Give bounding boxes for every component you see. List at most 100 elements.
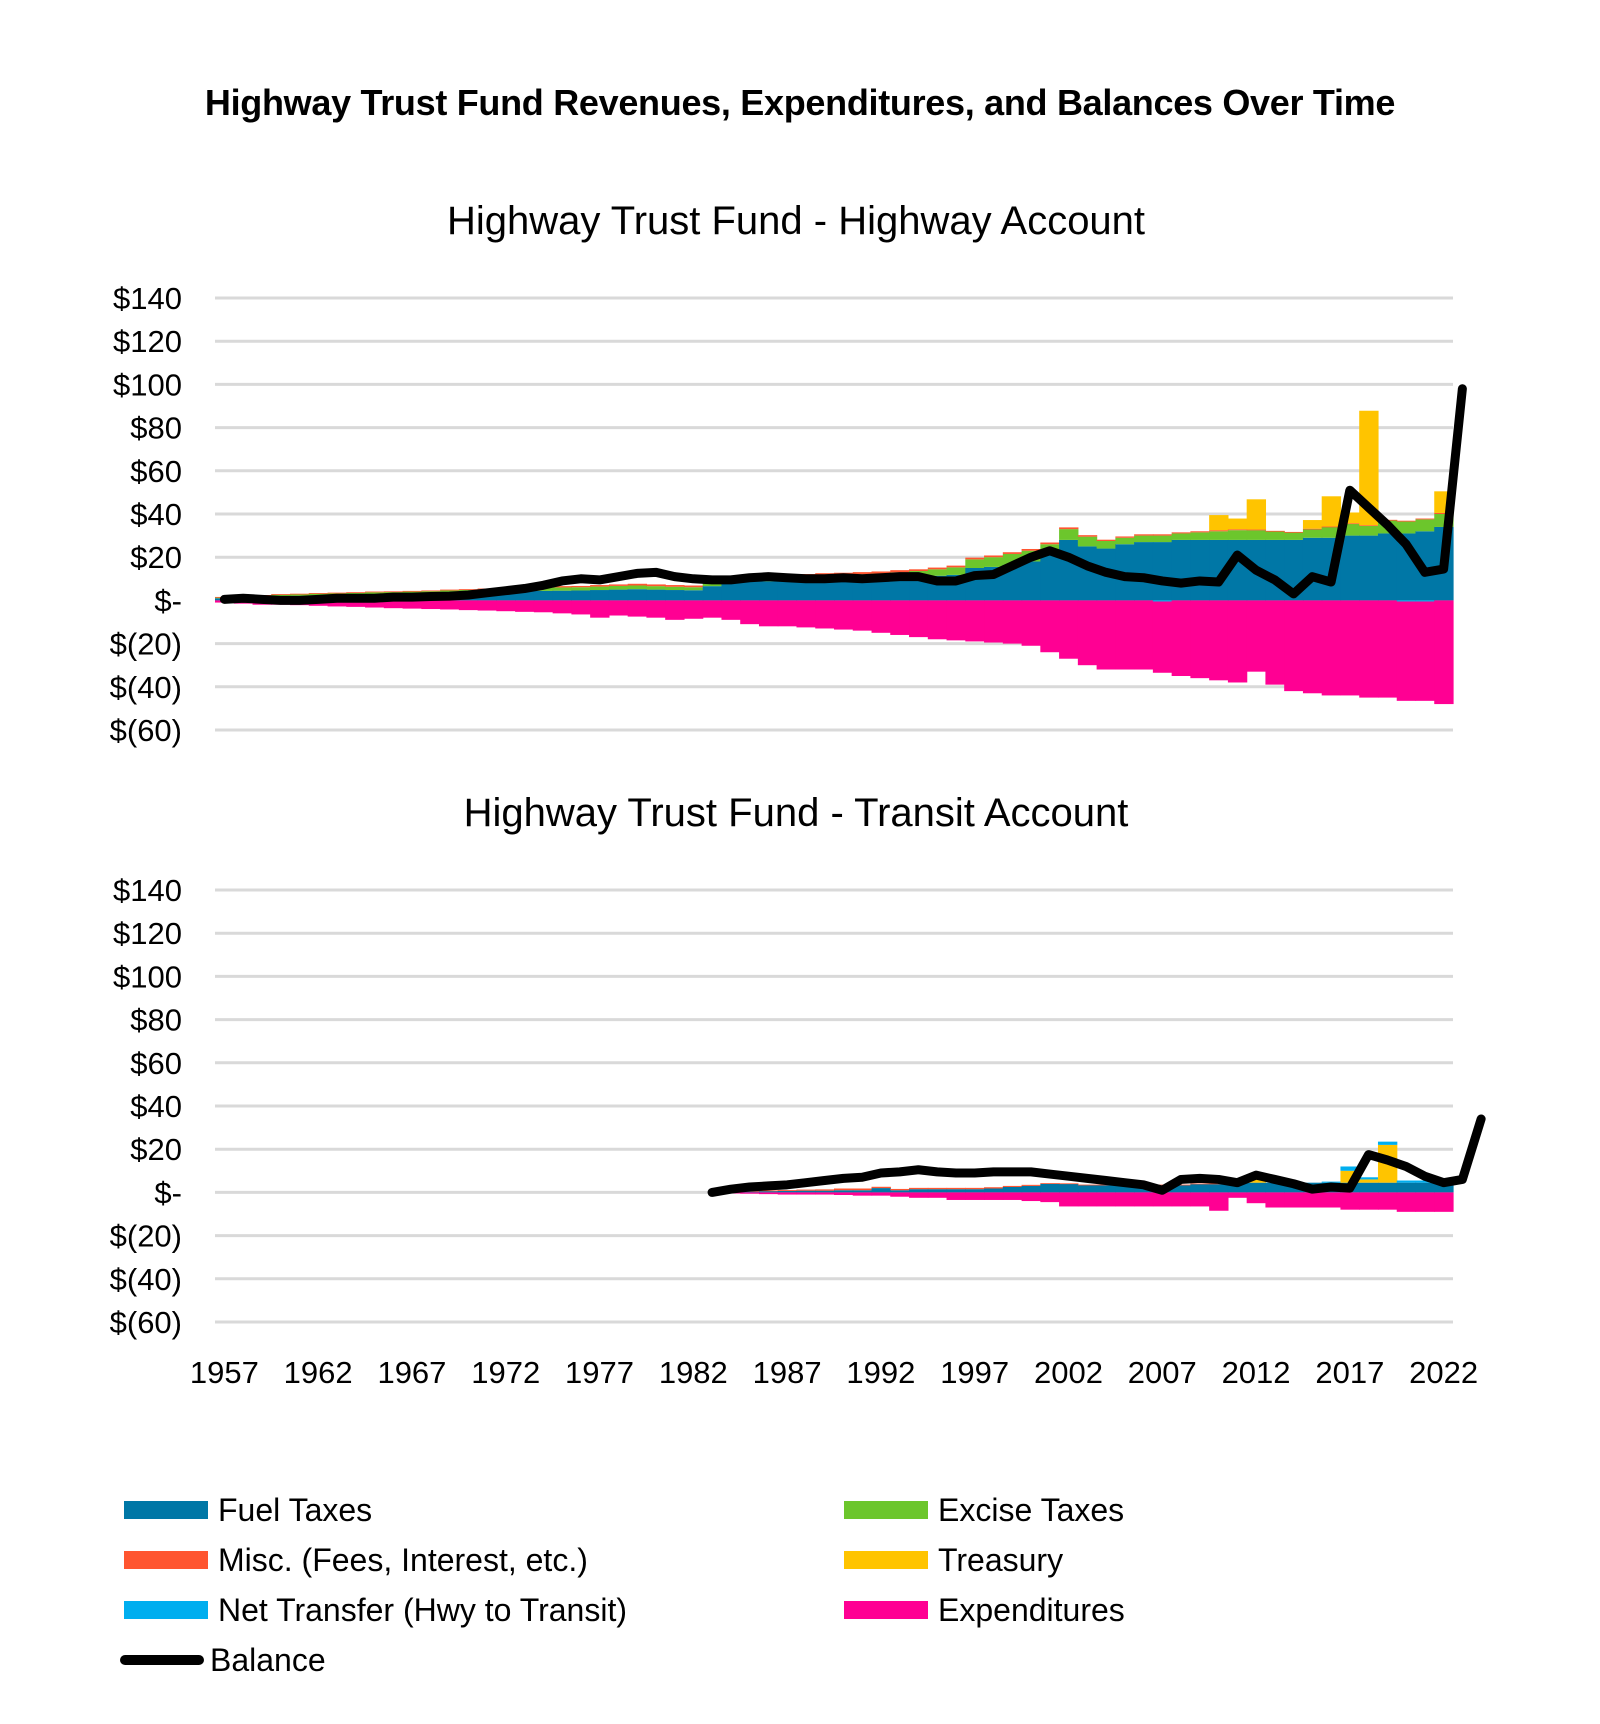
transit-bar-expenditures	[1284, 1192, 1304, 1208]
highway-bar-misc	[1246, 529, 1267, 531]
highway-bar-excise	[365, 592, 385, 595]
highway-bar-expenditures	[965, 600, 985, 642]
highway-bar-misc	[1265, 530, 1285, 532]
highway-bar-expenditures	[477, 600, 497, 611]
highway-bar-expenditures	[852, 600, 873, 631]
highway-bar-expenditures	[702, 600, 723, 618]
transit-chart-title: Highway Trust Fund - Transit Account	[464, 791, 1129, 835]
transit-bar-misc	[984, 1187, 1004, 1189]
highway-bar-misc	[383, 591, 404, 593]
transit-bar-fuel	[909, 1189, 929, 1193]
highway-bar-misc	[1359, 525, 1379, 527]
legend-item-transfer: Net Transfer (Hwy to Transit)	[124, 1590, 627, 1630]
highway-bar-excise	[1209, 531, 1229, 540]
highway-bar-excise	[290, 594, 310, 596]
transit-bar-misc	[1002, 1185, 1023, 1187]
highway-bar-fuel	[815, 579, 835, 601]
transit-bar-fuel	[1396, 1182, 1417, 1193]
x-tick-label: 2022	[1409, 1355, 1478, 1390]
highway-bar-excise	[1077, 536, 1098, 547]
x-tick-label: 1972	[471, 1355, 540, 1390]
highway-bar-treasury	[1209, 515, 1229, 531]
x-tick-label: 1997	[940, 1355, 1009, 1390]
transit-bar-fuel	[1415, 1182, 1435, 1193]
transit-y-tick-label: $80	[130, 1003, 182, 1038]
highway-bar-fuel	[1134, 542, 1154, 601]
highway-bar-misc	[815, 573, 835, 576]
legend-label-expenditures: Expenditures	[938, 1591, 1125, 1628]
transit-bar-expenditures	[852, 1192, 873, 1196]
highway-bar-expenditures	[327, 600, 347, 607]
highway-bar-transfer	[1152, 600, 1173, 602]
highway-bar-misc	[1152, 534, 1173, 536]
highway-bar-misc	[852, 572, 873, 575]
highway-bar-expenditures	[1415, 601, 1435, 701]
legend-swatch-treasury	[844, 1551, 928, 1569]
highway-bar-excise	[1171, 533, 1191, 540]
transit-bar-expenditures	[796, 1192, 816, 1195]
highway-bar-misc	[327, 592, 347, 594]
highway-bar-expenditures	[383, 600, 404, 609]
transit-bar-misc	[1171, 1184, 1191, 1186]
highway-bar-excise	[1115, 537, 1135, 545]
highway-bar-excise	[1002, 553, 1023, 565]
transit-bar-fuel	[1115, 1184, 1135, 1193]
transit-bar-fuel	[796, 1190, 816, 1193]
highway-bar-excise	[571, 587, 591, 591]
highway-bar-excise	[984, 557, 1004, 567]
transit-bar-expenditures	[946, 1192, 966, 1200]
transit-bar-expenditures	[1377, 1192, 1398, 1210]
transit-balance-line	[707, 1114, 1486, 1197]
highway-bar-expenditures	[740, 600, 760, 625]
highway-y-tick-label: $(40)	[110, 670, 182, 705]
transit-bar-transfer	[1377, 1141, 1398, 1145]
transit-bar-treasury	[1340, 1170, 1360, 1183]
highway-bar-expenditures	[571, 600, 591, 615]
highway-bar-misc	[552, 586, 572, 588]
transit-bar-fuel	[871, 1188, 891, 1193]
transit-bar-fuel	[1209, 1183, 1229, 1193]
transit-bar-expenditures	[1115, 1192, 1135, 1207]
highway-bar-misc	[571, 585, 591, 588]
highway-bar-misc	[1302, 528, 1323, 530]
highway-bar-misc	[458, 589, 479, 591]
transit-bar-fuel	[1021, 1185, 1041, 1193]
transit-y-tick-label: $-	[154, 1175, 182, 1210]
transit-bar-expenditures	[871, 1192, 891, 1196]
highway-bar-fuel	[665, 590, 685, 601]
x-tick-label: 2002	[1034, 1355, 1103, 1390]
x-tick-label: 2012	[1222, 1355, 1291, 1390]
x-tick-label: 1987	[753, 1355, 822, 1390]
highway-bar-treasury	[1340, 512, 1360, 524]
highway-bar-misc	[1077, 535, 1098, 537]
transit-bar-expenditures	[1077, 1192, 1098, 1207]
transit-bar-fuel	[777, 1190, 798, 1193]
transit-bar-expenditures	[1021, 1192, 1041, 1202]
transit-bar-misc	[796, 1189, 816, 1191]
x-tick-label: 1977	[565, 1355, 634, 1390]
highway-bar-fuel	[1190, 539, 1210, 601]
highway-bar-expenditures	[1171, 600, 1191, 676]
legend-item-expenditures: Expenditures	[844, 1590, 1125, 1630]
transit-bar-misc	[927, 1187, 948, 1190]
transit-bar-misc	[758, 1190, 779, 1192]
highway-bar-misc	[1434, 512, 1454, 514]
highway-bar-excise	[965, 559, 985, 568]
transit-bar-fuel	[1359, 1182, 1379, 1193]
highway-bar-fuel	[1002, 564, 1023, 601]
highway-bar-expenditures	[1040, 600, 1060, 653]
transit-bar-fuel	[758, 1191, 779, 1193]
highway-y-tick-label: $100	[113, 367, 182, 402]
transit-bar-fuel	[1246, 1182, 1267, 1193]
highway-bar-misc	[1059, 527, 1079, 530]
transit-bar-expenditures	[1321, 1192, 1342, 1208]
highway-bar-fuel	[1059, 539, 1079, 601]
legend-item-treasury: Treasury	[844, 1540, 1063, 1580]
highway-bar-excise	[665, 586, 685, 591]
highway-bar-expenditures	[871, 600, 891, 633]
transit-bar-expenditures	[1396, 1192, 1417, 1212]
highway-bar-excise	[1284, 532, 1304, 540]
highway-bar-expenditures	[1227, 600, 1248, 683]
legend-label-fuel: Fuel Taxes	[218, 1491, 373, 1528]
highway-bar-misc	[290, 593, 310, 595]
